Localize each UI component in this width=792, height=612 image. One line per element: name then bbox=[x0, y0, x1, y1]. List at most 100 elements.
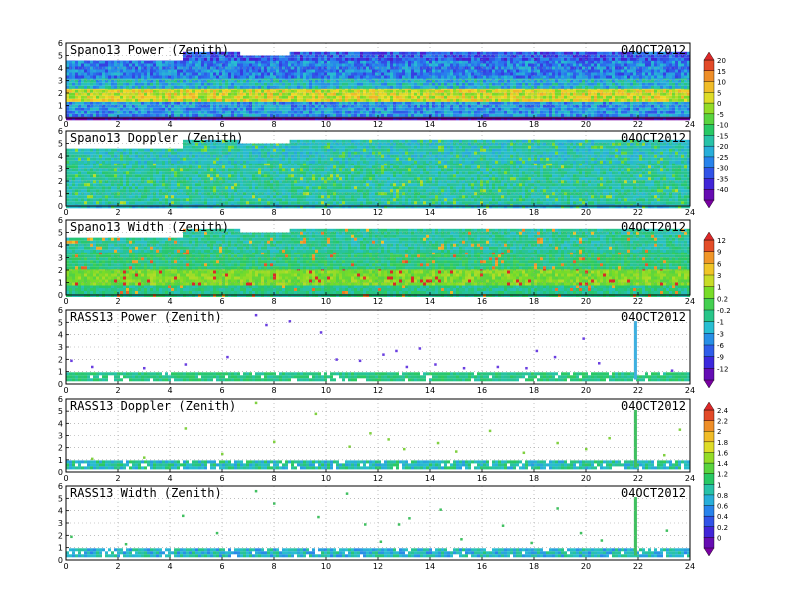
x-tick-label: 16 bbox=[477, 562, 487, 571]
colorbar-label: -5 bbox=[717, 111, 724, 119]
x-tick-label: 8 bbox=[271, 386, 276, 395]
y-tick-label: 5 bbox=[58, 407, 63, 416]
x-tick-label: 2 bbox=[115, 474, 120, 483]
colorbar-segment bbox=[703, 239, 715, 253]
y-tick-label: 1 bbox=[58, 456, 63, 465]
data-band bbox=[66, 460, 690, 470]
data-spike bbox=[633, 497, 637, 556]
x-tick-label: 0 bbox=[63, 562, 68, 571]
y-tick-label: 2 bbox=[58, 89, 63, 98]
colorbar-label: -9 bbox=[717, 354, 724, 362]
colorbar-segment bbox=[703, 368, 715, 381]
data-point bbox=[254, 489, 258, 493]
data-point bbox=[608, 436, 611, 440]
colorbar-doppler: 2.4 2.2 2 1.8 1.6 1.4 1.2 1 0.8 0.6 0.4 0.2 0 bbox=[703, 401, 729, 557]
y-tick-label: 0 bbox=[58, 202, 63, 211]
grid bbox=[66, 131, 690, 206]
data-point bbox=[501, 524, 505, 527]
colorbar-label: -12 bbox=[717, 365, 728, 373]
x-tick-label: 4 bbox=[167, 208, 172, 217]
colorbar-segment bbox=[703, 537, 715, 549]
y-tick-label: 5 bbox=[58, 318, 63, 327]
y-tick-label: 1 bbox=[58, 368, 63, 377]
y-tick-label: 3 bbox=[58, 432, 63, 441]
colorbar-label: 15 bbox=[717, 68, 726, 76]
data-point bbox=[496, 365, 500, 369]
y-tick-label: 3 bbox=[58, 77, 63, 86]
x-tick-label: 18 bbox=[529, 120, 539, 129]
x-tick-label: 14 bbox=[425, 208, 435, 217]
data-point bbox=[582, 337, 585, 340]
x-tick-label: 24 bbox=[685, 208, 695, 217]
colorbar-segment bbox=[703, 251, 715, 264]
x-tick-label: 2 bbox=[115, 562, 120, 571]
colorbar-label: 9 bbox=[717, 249, 721, 257]
x-tick-label: 6 bbox=[219, 562, 224, 571]
colorbar-label: 0.8 bbox=[717, 492, 728, 500]
x-tick-label: 12 bbox=[373, 386, 383, 395]
data-point bbox=[317, 515, 320, 519]
data-point bbox=[70, 535, 73, 539]
data-point bbox=[91, 365, 94, 369]
data-gap bbox=[240, 220, 290, 233]
data-point bbox=[379, 540, 383, 543]
data-point bbox=[600, 539, 604, 542]
data-point bbox=[556, 507, 559, 510]
data-point bbox=[405, 365, 409, 369]
colorbar-label: 3 bbox=[717, 272, 721, 280]
colorbar-segment bbox=[703, 102, 715, 115]
colorbar-segment bbox=[703, 526, 715, 538]
colorbar-arrow-top bbox=[703, 401, 715, 411]
x-tick-label: 0 bbox=[63, 297, 68, 306]
x-tick-label: 2 bbox=[115, 120, 120, 129]
data-point bbox=[579, 531, 583, 535]
panel-title: Spano13 Width (Zenith) bbox=[70, 220, 229, 234]
x-tick-label: 8 bbox=[271, 297, 276, 306]
data-point bbox=[335, 358, 338, 361]
data-band bbox=[66, 101, 690, 117]
colorbar-segment bbox=[703, 124, 715, 136]
y-tick-label: 0 bbox=[58, 114, 63, 123]
panel-date: 04OCT2012 bbox=[621, 43, 686, 57]
colorbar-label: 12 bbox=[717, 237, 726, 245]
x-tick-label: 14 bbox=[425, 297, 435, 306]
x-tick-label: 16 bbox=[477, 120, 487, 129]
colorbar-label: -10 bbox=[717, 122, 728, 130]
colorbar-segment bbox=[703, 263, 715, 276]
colorbar-arrow-top bbox=[703, 51, 715, 61]
y-tick-label: 5 bbox=[58, 229, 63, 238]
colorbar-label: 0.6 bbox=[717, 503, 729, 511]
x-tick-label: 8 bbox=[271, 474, 276, 483]
data-point bbox=[553, 355, 557, 359]
y-tick-label: 3 bbox=[58, 519, 63, 528]
data-point bbox=[314, 412, 318, 416]
colorbar-segment bbox=[703, 113, 715, 126]
colorbar-label: -35 bbox=[717, 175, 728, 183]
y-tick-label: 4 bbox=[58, 331, 63, 340]
y-tick-label: 5 bbox=[58, 494, 63, 503]
colorbar-label: 5 bbox=[717, 89, 721, 97]
data-point bbox=[395, 349, 398, 353]
colorbar-segment bbox=[703, 344, 715, 358]
data-point bbox=[382, 353, 385, 356]
grid bbox=[66, 43, 690, 118]
colorbar-segment bbox=[703, 333, 715, 346]
colorbar-label: 20 bbox=[717, 57, 726, 65]
y-tick-label: 6 bbox=[58, 482, 63, 491]
colorbar-label: 1.6 bbox=[717, 449, 729, 457]
data-gap bbox=[66, 131, 183, 149]
data-point bbox=[254, 401, 258, 405]
data-point bbox=[265, 323, 268, 327]
x-tick-label: 2 bbox=[115, 297, 120, 306]
y-tick-label: 4 bbox=[58, 507, 63, 516]
colorbar-label: 6 bbox=[717, 260, 722, 268]
colorbar-segment bbox=[703, 473, 715, 485]
data-spike bbox=[633, 321, 637, 380]
colorbar-label: 0 bbox=[717, 534, 721, 542]
x-tick-label: 6 bbox=[219, 208, 224, 217]
data-point bbox=[124, 542, 128, 546]
x-tick-label: 16 bbox=[477, 474, 487, 483]
colorbar-segment bbox=[703, 145, 715, 158]
